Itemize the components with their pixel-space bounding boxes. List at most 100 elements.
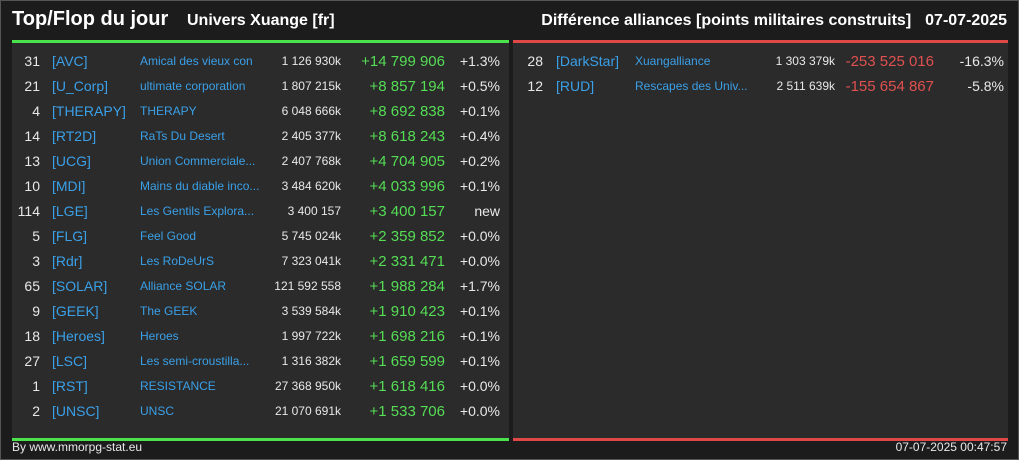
alliance-name-link[interactable]: RaTs Du Desert <box>140 129 225 143</box>
points-difference: +8 857 194 <box>369 78 446 95</box>
percent-change: +0.0% <box>459 403 500 419</box>
alliance-name-link[interactable]: Heroes <box>140 329 179 343</box>
alliance-tag-link[interactable]: [DarkStar] <box>556 53 620 69</box>
alliance-rank: 9 <box>32 303 40 319</box>
alliance-tag-link[interactable]: [UNSC] <box>52 403 100 419</box>
alliance-tag-link[interactable]: [RT2D] <box>52 128 97 144</box>
top-row: 10 [MDI] Mains du diable inco... 3 484 620k… <box>12 174 509 199</box>
alliance-points: 121 592 558 <box>274 279 341 293</box>
alliance-tag-link[interactable]: [SOLAR] <box>52 278 108 294</box>
points-difference: +4 033 996 <box>369 178 446 195</box>
alliance-points: 7 323 041k <box>281 254 341 268</box>
alliance-name-link[interactable]: Xuangalliance <box>635 54 711 68</box>
points-difference: +8 692 838 <box>369 103 446 120</box>
metric-title: Différence alliances [points militaires … <box>541 12 1007 30</box>
alliance-rank: 27 <box>24 353 40 369</box>
alliance-rank: 18 <box>24 328 40 344</box>
footer-timestamp: 07-07-2025 00:47:57 <box>895 440 1007 454</box>
alliance-tag-link[interactable]: [FLG] <box>52 228 88 244</box>
alliance-tag-link[interactable]: [LGE] <box>52 203 88 219</box>
percent-change: +0.4% <box>459 128 500 144</box>
alliance-points: 1 316 382k <box>281 354 341 368</box>
top-row: 21 [U_Corp] ultimate corporation 1 807 215k… <box>12 74 509 99</box>
percent-change: +1.7% <box>459 278 500 294</box>
percent-change: +0.0% <box>459 253 500 269</box>
percent-change: +0.1% <box>459 103 500 119</box>
alliance-tag-link[interactable]: [MDI] <box>52 178 86 194</box>
alliance-rank: 14 <box>24 128 40 144</box>
alliance-name-link[interactable]: Les semi-croustilla... <box>140 354 250 368</box>
alliance-rank: 31 <box>24 53 40 69</box>
alliance-tag-link[interactable]: [GEEK] <box>52 303 99 319</box>
points-difference: +1 910 423 <box>369 303 446 320</box>
alliance-name-link[interactable]: Mains du diable inco... <box>140 179 260 193</box>
top-row: 5 [FLG] Feel Good 5 745 024k +2 359 852 +0.0% <box>12 224 509 249</box>
top-row: 65 [SOLAR] Alliance SOLAR 121 592 558 +1 988… <box>12 274 509 299</box>
points-difference: +1 698 216 <box>369 328 446 345</box>
top-row: 18 [Heroes] Heroes 1 997 722k +1 698 216 +0.1… <box>12 324 509 349</box>
points-difference: +2 359 852 <box>369 228 446 245</box>
alliance-tag-link[interactable]: [LSC] <box>52 353 88 369</box>
points-difference: -253 525 016 <box>845 53 934 70</box>
top-row: 4 [THERAPY] THERAPY 6 048 666k +8 692 838 +0.… <box>12 99 509 124</box>
alliance-points: 2 511 639k <box>776 79 836 93</box>
alliance-name-link[interactable]: THERAPY <box>140 104 197 118</box>
points-difference: +3 400 157 <box>369 203 446 220</box>
alliance-points: 1 807 215k <box>281 79 341 93</box>
points-difference: +1 988 284 <box>369 278 446 295</box>
alliance-points: 3 539 584k <box>281 304 341 318</box>
alliance-points: 2 407 768k <box>281 154 341 168</box>
alliance-tag-link[interactable]: [RUD] <box>556 78 595 94</box>
alliance-rank: 2 <box>32 403 40 419</box>
alliance-rank: 3 <box>32 253 40 269</box>
flop-panel: 28 [DarkStar] Xuangalliance 1 303 379k -253 … <box>513 40 1008 441</box>
percent-change: +1.3% <box>459 53 500 69</box>
alliance-points: 6 048 666k <box>281 104 341 118</box>
alliance-tag-link[interactable]: [AVC] <box>52 53 88 69</box>
alliance-name-link[interactable]: Union Commerciale... <box>140 154 256 168</box>
alliance-name-link[interactable]: The GEEK <box>140 304 198 318</box>
alliance-points: 2 405 377k <box>281 129 341 143</box>
alliance-tag-link[interactable]: [Rdr] <box>52 253 83 269</box>
alliance-name-link[interactable]: Amical des vieux con <box>140 54 253 68</box>
alliance-tag-link[interactable]: [THERAPY] <box>52 103 126 119</box>
alliance-rank: 13 <box>24 153 40 169</box>
alliance-tag-link[interactable]: [UCG] <box>52 153 91 169</box>
alliance-points: 21 070 691k <box>274 404 341 418</box>
alliance-points: 3 400 157 <box>287 204 341 218</box>
alliance-tag-link[interactable]: [RST] <box>52 378 88 394</box>
alliance-rank: 10 <box>24 178 40 194</box>
header-date: 07-07-2025 <box>925 12 1007 29</box>
percent-change: +0.2% <box>459 153 500 169</box>
alliance-name-link[interactable]: RESISTANCE <box>140 379 216 393</box>
alliance-tag-link[interactable]: [U_Corp] <box>52 78 109 94</box>
top-row: 114 [LGE] Les Gentils Explora... 3 400 157 +… <box>12 199 509 224</box>
alliance-name-link[interactable]: Rescapes des Univ... <box>635 79 748 93</box>
percent-change: +0.5% <box>459 78 500 94</box>
top-row: 31 [AVC] Amical des vieux con 1 126 930k +14… <box>12 49 509 74</box>
flop-row: 28 [DarkStar] Xuangalliance 1 303 379k -253 … <box>513 49 1008 74</box>
alliance-rank: 28 <box>527 53 543 69</box>
percent-change: +0.0% <box>459 378 500 394</box>
alliance-name-link[interactable]: Feel Good <box>140 229 197 243</box>
top-row: 13 [UCG] Union Commerciale... 2 407 768k +4 … <box>12 149 509 174</box>
alliance-rank: 4 <box>32 103 40 119</box>
percent-change: +0.1% <box>459 178 500 194</box>
percent-change: -5.8% <box>967 78 1004 94</box>
alliance-name-link[interactable]: Alliance SOLAR <box>140 279 227 293</box>
universe-label: Univers Xuange [fr] <box>187 12 335 29</box>
points-difference: +1 533 706 <box>369 403 446 420</box>
points-difference: +2 331 471 <box>369 253 446 270</box>
points-difference: -155 654 867 <box>845 78 934 95</box>
alliance-name-link[interactable]: UNSC <box>140 404 175 418</box>
alliance-name-link[interactable]: ultimate corporation <box>140 79 246 93</box>
alliance-points: 5 745 024k <box>281 229 341 243</box>
alliance-name-link[interactable]: Les Gentils Explora... <box>140 204 255 218</box>
percent-change: +0.1% <box>459 328 500 344</box>
alliance-points: 27 368 950k <box>274 379 341 393</box>
top-panel: 31 [AVC] Amical des vieux con 1 126 930k +14… <box>12 40 509 441</box>
alliance-tag-link[interactable]: [Heroes] <box>52 328 105 344</box>
top-row: 3 [Rdr] Les RoDeUrS 7 323 041k +2 331 471 +0.… <box>12 249 509 274</box>
alliance-name-link[interactable]: Les RoDeUrS <box>140 254 215 268</box>
